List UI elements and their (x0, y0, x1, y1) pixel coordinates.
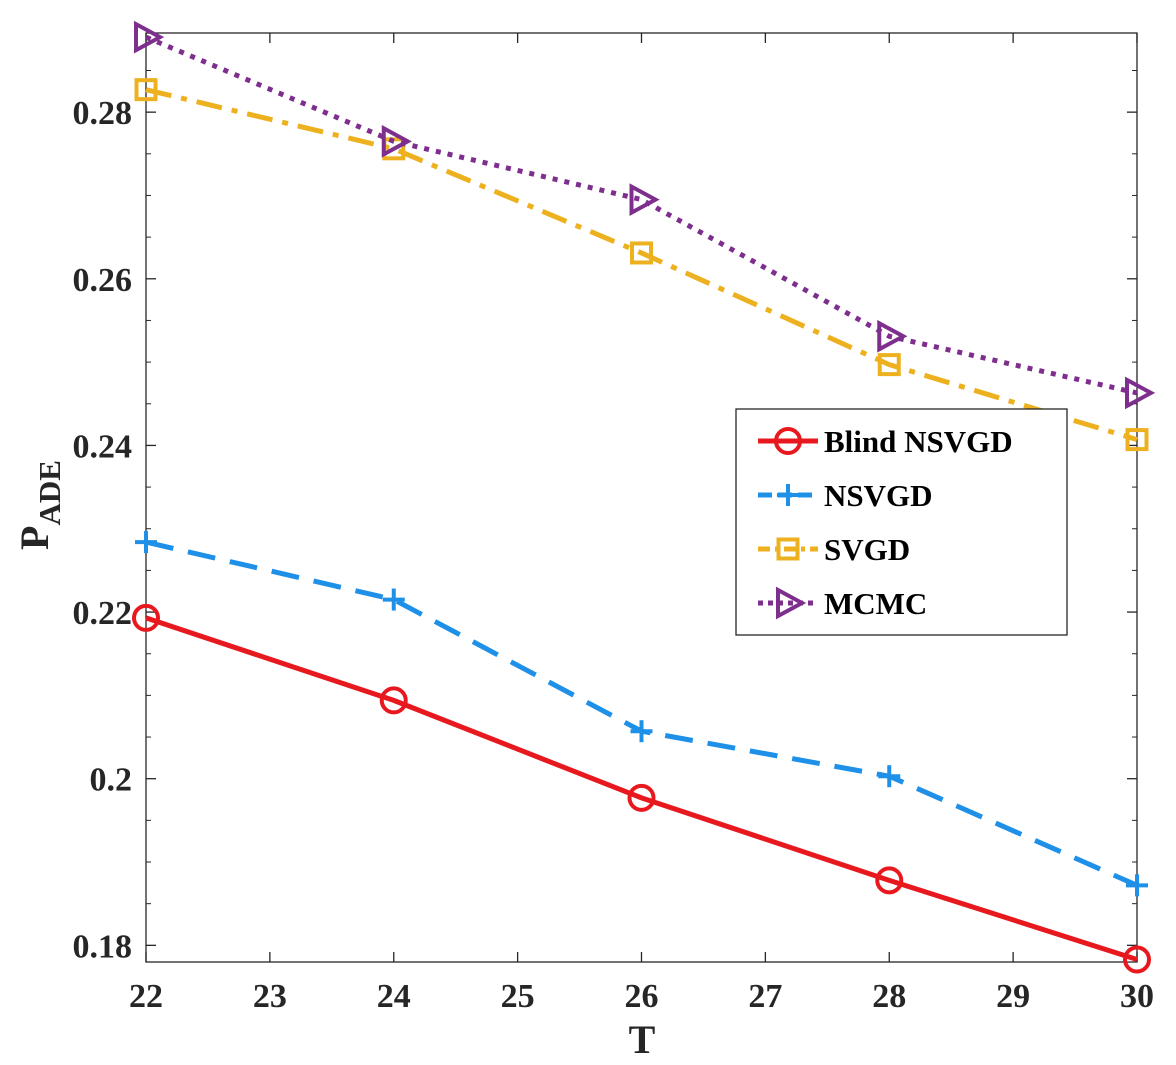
series-group (132, 20, 1156, 974)
axis-ticks: 22 23 24 25 26 27 28 29 30 0.18 0.2 0.22 0.24 0.26 0.2… (73, 33, 1154, 1015)
legend-label-svgd: SVGD (824, 532, 910, 567)
x-tick-label: 27 (748, 978, 782, 1015)
data-point-mcmc (629, 183, 660, 216)
x-tick-label: 30 (1120, 978, 1154, 1015)
x-tick-label: 22 (129, 978, 163, 1015)
series-nsvgd (135, 531, 1148, 897)
series-line-svgd (145, 87, 1138, 442)
x-tick-label: 23 (253, 978, 287, 1015)
legend-label-nsvgd: NSVGD (824, 478, 933, 513)
legend-marker-svgd (776, 537, 800, 561)
data-point-blind-nsvgd (379, 686, 408, 715)
y-tick-label: 0.24 (73, 428, 133, 465)
y-tick-label: 0.2 (90, 762, 133, 799)
data-point-nsvgd (135, 531, 157, 554)
y-axis-title-subscript: ADE (32, 460, 67, 525)
legend-item-nsvgd: NSVGD (758, 478, 933, 513)
legend-label-blind-nsvgd: Blind NSVGD (824, 424, 1013, 459)
legend-marker-blind-nsvgd (774, 427, 802, 455)
series-line-mcmc (145, 34, 1138, 396)
y-tick-label: 0.26 (73, 262, 133, 299)
legend-item-blind-nsvgd: Blind NSVGD (758, 424, 1013, 459)
x-tick-label: 24 (377, 978, 411, 1015)
data-point-mcmc (877, 319, 908, 353)
y-tick-label: 0.18 (73, 928, 133, 965)
data-point-nsvgd (1126, 874, 1148, 897)
data-point-mcmc (1125, 376, 1156, 410)
y-tick-label: 0.22 (73, 595, 133, 632)
legend-marker-mcmc (776, 586, 807, 620)
y-tick-label: 0.28 (73, 95, 133, 132)
x-axis-title: T (629, 1017, 656, 1062)
series-line-blind-nsvgd (145, 615, 1138, 962)
legend-marker-nsvgd (777, 484, 799, 506)
series-mcmc (134, 20, 1156, 410)
x-tick-label: 28 (872, 978, 906, 1015)
data-point-nsvgd (630, 720, 653, 743)
x-tick-label: 29 (996, 978, 1030, 1015)
legend-label-mcmc: MCMC (824, 586, 927, 621)
y-axis-title-main: P (12, 526, 57, 550)
data-point-nsvgd (382, 588, 405, 611)
series-blind-nsvgd (132, 603, 1151, 974)
y-axis-title: PADE (12, 460, 67, 550)
data-point-svgd (134, 78, 158, 102)
data-point-mcmc (134, 20, 165, 54)
data-point-svgd (877, 353, 901, 377)
x-tick-label: 26 (625, 978, 659, 1015)
legend-item-svgd: SVGD (758, 532, 910, 567)
legend: Blind NSVGD NSVGD SVGD MCMC (735, 408, 1068, 636)
data-point-blind-nsvgd (1123, 945, 1151, 974)
data-point-nsvgd (878, 765, 901, 788)
data-point-blind-nsvgd (875, 866, 904, 895)
data-point-svgd (1125, 428, 1149, 452)
data-point-blind-nsvgd (627, 783, 656, 812)
data-point-blind-nsvgd (132, 603, 160, 632)
data-point-mcmc (381, 124, 412, 158)
legend-item-mcmc: MCMC (758, 586, 927, 621)
data-point-svgd (630, 241, 653, 265)
x-tick-label: 25 (501, 978, 535, 1015)
